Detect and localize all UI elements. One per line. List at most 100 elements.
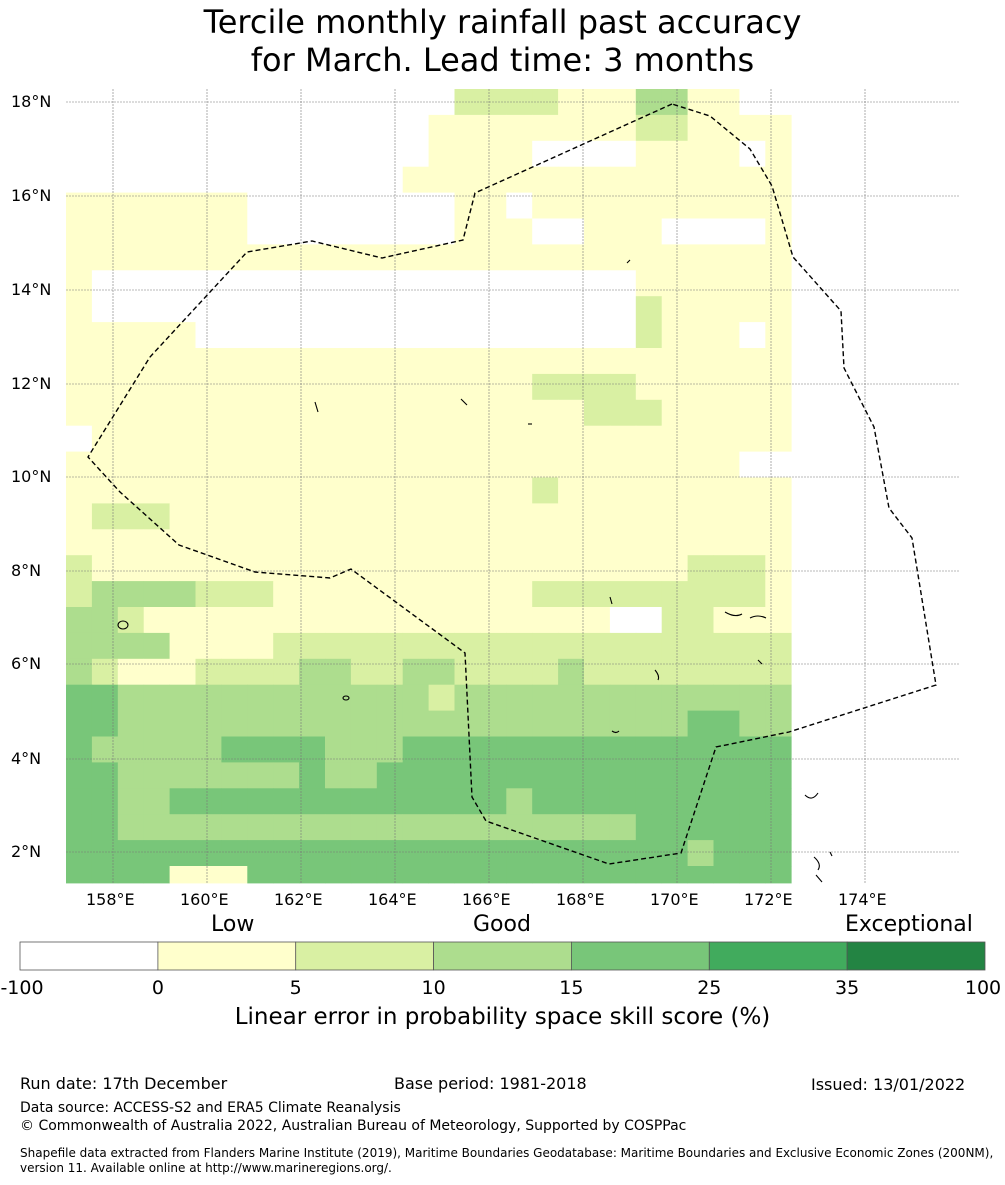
grid-cell [532,607,558,633]
grid-cell [144,141,170,167]
grid-cell [92,581,118,607]
grid-cell [610,141,636,167]
grid-cell [636,840,662,866]
grid-cell [506,244,532,270]
grid-cell [739,633,765,659]
grid-cell [144,633,170,659]
grid-cell [403,814,429,840]
grid-cell [610,503,636,529]
grid-cell [739,711,765,737]
grid-cell [662,788,688,814]
grid-cell [636,244,662,270]
grid-cell [273,270,299,296]
grid-cell [144,219,170,245]
grid-cell [170,348,196,374]
base-period: Base period: 1981-2018 [394,1074,587,1093]
grid-cell [714,711,740,737]
grid-cell [455,193,481,219]
grid-cell [325,866,351,883]
grid-cell [170,529,196,555]
grid-cell [118,115,144,141]
grid-cell [170,270,196,296]
grid-cell [636,711,662,737]
grid-cell [273,400,299,426]
grid-cell [662,244,688,270]
grid-cell [170,296,196,322]
grid-cell [92,270,118,296]
grid-cell [765,529,791,555]
island [805,793,818,798]
latitude-label: 12°N [11,374,51,393]
grid-cell [688,348,714,374]
colorbar-heading-low: Low [211,912,254,937]
grid-cell [765,607,791,633]
grid-cell [377,219,403,245]
grid-cell [429,193,455,219]
grid-cell [532,426,558,452]
grid-cell [455,503,481,529]
grid-cell [325,529,351,555]
grid-cell [558,788,584,814]
grid-cell [455,296,481,322]
grid-cell [636,814,662,840]
grid-cell [170,737,196,763]
grid-cell [403,426,429,452]
grid-cell [92,452,118,478]
grid-cell [636,219,662,245]
grid-cell [351,141,377,167]
grid-cell [636,529,662,555]
grid-cell [273,685,299,711]
grid-cell [92,762,118,788]
grid-cell [610,426,636,452]
grid-cell [221,400,247,426]
grid-cell [739,374,765,400]
grid-cell [610,167,636,193]
grid-cell [739,762,765,788]
grid-cell [325,452,351,478]
grid-cell [739,296,765,322]
grid-cell [196,633,222,659]
grid-cell [429,503,455,529]
grid-cell [584,762,610,788]
grid-cell [351,167,377,193]
grid-cell [247,115,273,141]
grid-cell [688,219,714,245]
grid-cell [480,270,506,296]
grid-cell [455,788,481,814]
grid-cell [506,115,532,141]
grid-cell [196,348,222,374]
grid-cell [429,374,455,400]
grid-cell [325,581,351,607]
grid-cell [144,167,170,193]
grid-cell [299,814,325,840]
grid-cell [739,348,765,374]
grid-cell [351,866,377,883]
grid-cell [66,788,92,814]
grid-cell [429,529,455,555]
grid-cell [636,478,662,504]
grid-cell [455,529,481,555]
grid-cell [429,296,455,322]
grid-cell [299,115,325,141]
grid-cell [506,788,532,814]
grid-cell [558,840,584,866]
grid-cell [325,167,351,193]
grid-cell [403,788,429,814]
grid-cell [92,193,118,219]
island [816,875,822,882]
grid-cell [480,503,506,529]
grid-cell [170,115,196,141]
grid-cell [66,581,92,607]
grid-cell [688,607,714,633]
grid-cell [299,348,325,374]
grid-cell [739,322,765,348]
grid-cell [403,711,429,737]
grid-cell [636,607,662,633]
grid-cell [92,529,118,555]
grid-cell [247,814,273,840]
grid-cell [584,866,610,883]
grid-cell [714,607,740,633]
grid-cell [480,840,506,866]
grid-cell [351,452,377,478]
grid-cell [739,115,765,141]
